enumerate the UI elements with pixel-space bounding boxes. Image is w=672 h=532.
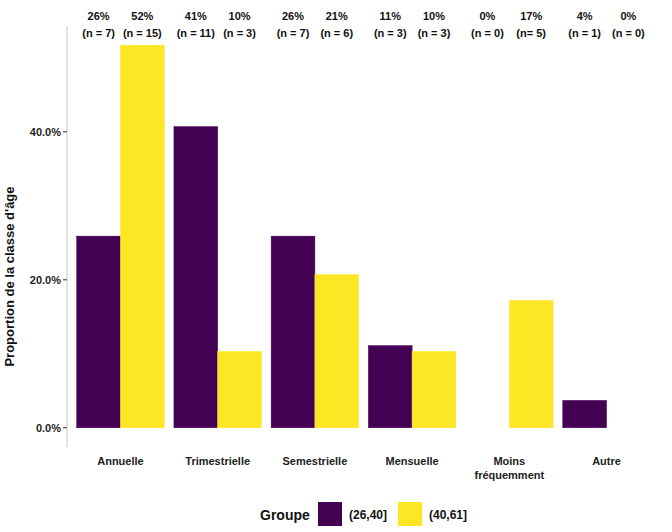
y-tick xyxy=(63,131,67,132)
y-axis-line xyxy=(67,26,68,447)
count-label: (n = 11) xyxy=(177,27,216,39)
count-label: (n = 7) xyxy=(82,27,115,39)
x-tick-label: Semestrielle xyxy=(282,455,347,467)
bar xyxy=(412,352,456,428)
data-label: 21% xyxy=(326,10,348,22)
bar xyxy=(563,400,607,427)
count-label: (n = 15) xyxy=(123,27,162,39)
count-label: (n = 3) xyxy=(374,27,407,39)
x-tick-label: Moinsfréquemment xyxy=(474,455,544,481)
data-label: 10% xyxy=(229,10,251,22)
bars xyxy=(77,45,607,428)
bar xyxy=(120,45,164,428)
x-tick-label: Trimestrielle xyxy=(185,455,250,467)
bar xyxy=(315,275,359,428)
data-label: 52% xyxy=(131,10,153,22)
y-tick-label: 20.0% xyxy=(30,274,61,286)
bar xyxy=(271,236,315,428)
data-label: 11% xyxy=(380,10,402,22)
data-label: 26% xyxy=(88,10,110,22)
legend-label: (26,40] xyxy=(349,508,387,522)
y-tick xyxy=(63,427,67,428)
count-label: (n = 0) xyxy=(471,27,504,39)
bar xyxy=(607,427,651,428)
bar xyxy=(218,352,262,428)
data-label: 26% xyxy=(282,10,304,22)
legend-swatch xyxy=(318,502,342,526)
legend-label: (40,61] xyxy=(429,508,467,522)
y-tick xyxy=(63,279,67,280)
count-label: (n = 1) xyxy=(568,27,601,39)
count-label: (n = 3) xyxy=(223,27,256,39)
bar xyxy=(466,427,510,428)
x-tick-label: Autre xyxy=(592,455,621,467)
chart: 0.0% 20.0% 40.0% Proportion de la classe d'… xyxy=(0,0,672,532)
x-tick-label: Annuelle xyxy=(97,455,143,467)
count-label: (n = 6) xyxy=(320,27,353,39)
count-label: (n = 7) xyxy=(277,27,310,39)
count-label: (n= 5) xyxy=(516,27,546,39)
legend-swatch xyxy=(398,502,422,526)
data-label: 10% xyxy=(423,10,445,22)
y-axis-title: Proportion de la classe d'âge xyxy=(2,186,17,366)
data-label: 4% xyxy=(577,10,593,22)
data-label: 0% xyxy=(620,10,636,22)
bar xyxy=(174,127,218,428)
x-tick-label: Mensuelle xyxy=(386,455,439,467)
bar xyxy=(509,301,553,428)
legend-title: Groupe xyxy=(260,507,310,523)
count-label: (n = 3) xyxy=(418,27,451,39)
bar xyxy=(368,346,412,428)
data-label: 17% xyxy=(520,10,542,22)
legend: Groupe (26,40] (40,61] xyxy=(260,502,467,526)
y-tick-label: 40.0% xyxy=(30,126,61,138)
data-label: 41% xyxy=(185,10,207,22)
count-label: (n = 0) xyxy=(612,27,645,39)
bar xyxy=(77,236,121,428)
data-label: 0% xyxy=(479,10,495,22)
y-tick-label: 0.0% xyxy=(36,422,61,434)
